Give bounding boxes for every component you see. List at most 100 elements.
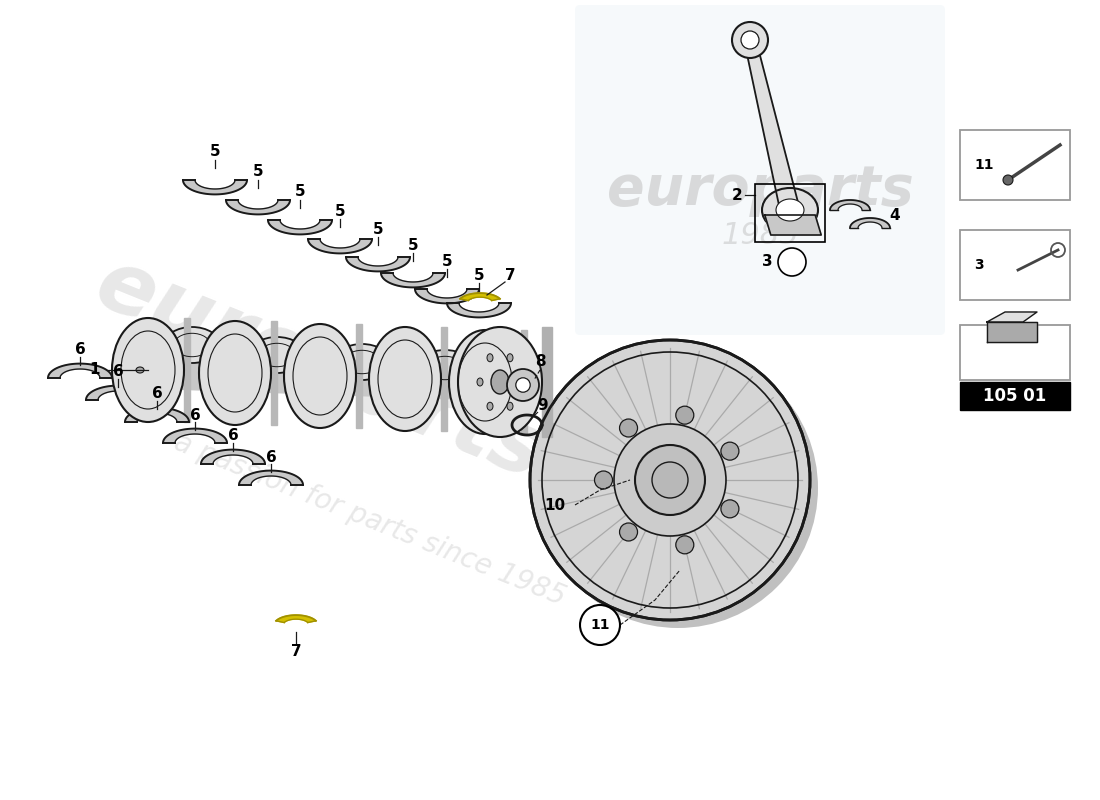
Circle shape [516,378,530,392]
Text: 5: 5 [474,267,484,282]
Polygon shape [334,376,394,380]
Text: 8: 8 [535,354,546,370]
Text: 5: 5 [210,145,220,159]
Polygon shape [356,324,362,428]
Polygon shape [315,358,410,397]
Ellipse shape [334,344,390,380]
Text: 3: 3 [761,254,772,270]
Polygon shape [239,470,302,485]
Polygon shape [447,303,512,318]
Text: 6: 6 [152,386,163,402]
Polygon shape [764,215,822,235]
Polygon shape [143,352,240,391]
Text: 6: 6 [265,450,276,465]
Polygon shape [184,318,190,422]
Polygon shape [987,322,1037,342]
FancyBboxPatch shape [575,5,945,335]
Polygon shape [164,359,224,363]
Text: 5: 5 [295,185,306,199]
Polygon shape [201,450,265,464]
Polygon shape [521,330,527,434]
Ellipse shape [487,354,493,362]
Text: 6: 6 [112,365,123,379]
Ellipse shape [199,321,271,425]
FancyBboxPatch shape [960,130,1070,200]
Text: 7: 7 [505,267,515,282]
Polygon shape [417,382,477,386]
Text: 5: 5 [442,254,452,269]
Text: 5: 5 [408,238,418,253]
Polygon shape [125,408,189,422]
Circle shape [580,605,620,645]
Text: 7: 7 [290,645,301,659]
Polygon shape [460,293,499,301]
Polygon shape [271,321,277,425]
Ellipse shape [491,370,509,394]
Text: 11: 11 [591,618,609,632]
Polygon shape [48,364,112,378]
Circle shape [778,248,806,276]
Polygon shape [415,289,478,303]
Circle shape [530,340,810,620]
FancyBboxPatch shape [960,230,1070,300]
Text: europarts: europarts [606,163,913,217]
Text: europarts: europarts [84,242,557,498]
Text: 6: 6 [228,429,239,443]
Polygon shape [346,257,410,271]
FancyBboxPatch shape [960,325,1070,380]
Polygon shape [163,429,227,443]
Circle shape [652,462,688,498]
Ellipse shape [535,345,815,625]
Circle shape [720,442,739,460]
Circle shape [594,471,613,489]
Ellipse shape [776,199,804,221]
Circle shape [635,445,705,515]
Polygon shape [226,200,290,214]
Text: 5: 5 [373,222,383,237]
Polygon shape [381,273,446,287]
Circle shape [1003,175,1013,185]
Text: 11: 11 [974,158,993,172]
Polygon shape [86,386,150,400]
Circle shape [720,500,739,518]
Text: 1985: 1985 [722,221,799,250]
Text: 9: 9 [538,398,548,413]
Text: 6: 6 [75,342,86,358]
Ellipse shape [249,337,305,373]
Polygon shape [249,369,309,373]
Ellipse shape [762,188,818,232]
Ellipse shape [507,402,513,410]
Ellipse shape [136,367,144,373]
Ellipse shape [477,378,483,386]
Polygon shape [230,355,324,394]
Ellipse shape [368,327,441,431]
Ellipse shape [458,327,542,437]
Text: 3: 3 [974,258,983,272]
Circle shape [741,31,759,49]
FancyBboxPatch shape [960,382,1070,410]
Text: 5: 5 [334,203,345,218]
Polygon shape [276,615,316,622]
Circle shape [619,419,638,437]
Ellipse shape [112,318,184,422]
Ellipse shape [517,378,522,386]
Ellipse shape [532,342,812,622]
Text: 10: 10 [544,498,565,513]
Ellipse shape [164,327,220,363]
Ellipse shape [284,324,356,428]
Polygon shape [830,200,870,210]
Polygon shape [850,218,890,228]
Polygon shape [400,361,490,400]
Text: 4: 4 [890,207,900,222]
Polygon shape [268,220,332,234]
Ellipse shape [449,330,521,434]
Circle shape [614,424,726,536]
Ellipse shape [487,402,493,410]
Ellipse shape [538,348,818,628]
Circle shape [675,406,694,424]
Polygon shape [987,312,1037,322]
Circle shape [507,369,539,401]
Text: 1: 1 [90,362,100,378]
Polygon shape [542,327,552,437]
Ellipse shape [507,354,513,362]
